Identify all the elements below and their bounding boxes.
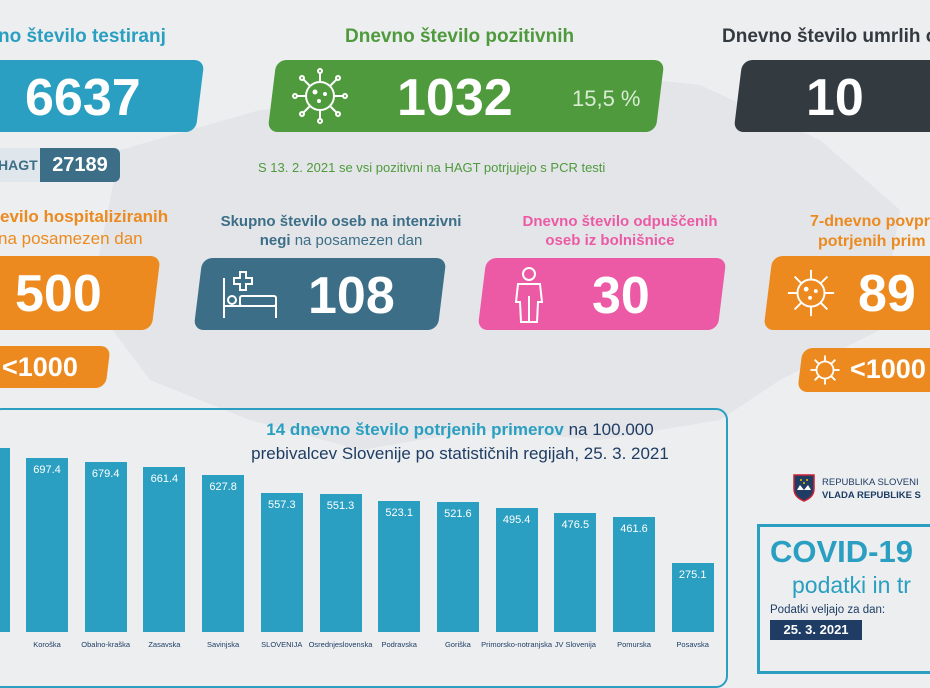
virus-icon xyxy=(808,353,842,387)
positive-card: 1032 15,5 % xyxy=(268,60,665,132)
avg-title-line1: 7-dnevno povpr xyxy=(810,212,930,232)
bar-value-label: 275.1 xyxy=(664,569,722,581)
avg-title: 7-dnevno povpr potrjenih prim xyxy=(810,212,930,252)
virus-icon xyxy=(292,68,348,124)
positive-title: Dnevno število pozitivnih xyxy=(345,26,574,48)
deaths-value: 10 xyxy=(806,72,864,124)
tests-title: no število testiranj xyxy=(0,26,166,48)
hagt-label-box: HAGT xyxy=(0,148,40,182)
hagt-value-box: 27189 xyxy=(40,148,120,182)
chart-title: 14 dnevno število potrjenih primerov na … xyxy=(200,418,720,466)
hagt-value: 27189 xyxy=(52,154,108,176)
tests-value: 6637 xyxy=(25,72,141,124)
discharged-title: Dnevno število odpuščenih oseb iz bolniš… xyxy=(490,212,750,250)
bar-value-label: 521.6 xyxy=(429,508,487,520)
hosp-threshold: <1000 xyxy=(0,346,111,388)
discharged-card: 30 xyxy=(478,258,727,330)
avg-threshold: <1000 xyxy=(797,348,930,392)
slovenia-coat-of-arms-icon xyxy=(793,474,815,502)
hosp-card: 500 xyxy=(0,256,161,330)
avg-card: 89 xyxy=(763,256,930,330)
patient-icon xyxy=(512,266,546,324)
hospital-bed-icon xyxy=(220,268,280,322)
icu-title: Skupno število oseb na intenzivni negi n… xyxy=(196,212,486,250)
discharged-title-line2: oseb iz bolnišnice xyxy=(470,231,750,250)
hosp-title-line1: evilo hospitaliziranih xyxy=(0,206,168,228)
avg-title-line2: potrjenih prim xyxy=(818,232,930,252)
valid-label: Podatki veljajo za dan: xyxy=(770,604,885,616)
bar-value-label: 476.5 xyxy=(546,519,604,531)
bar-partial-first xyxy=(0,448,10,632)
positive-value: 1032 xyxy=(397,72,513,124)
avg-threshold-value: <1000 xyxy=(850,356,926,383)
bar-value-label: 679.4 xyxy=(77,468,135,480)
chart-title-line2: prebivalcev Slovenije po statističnih re… xyxy=(200,442,720,466)
discharged-title-line1: Dnevno število odpuščenih xyxy=(490,212,750,231)
icu-card: 108 xyxy=(194,258,447,330)
covid-date: 25. 3. 2021 xyxy=(770,620,862,640)
deaths-card: 10 xyxy=(734,60,930,132)
hosp-value: 500 xyxy=(15,268,102,320)
covid-subtitle: podatki in tr xyxy=(792,572,911,599)
bar-6 xyxy=(320,494,362,632)
gov-logo-text: REPUBLIKA SLOVENI VLADA REPUBLIKE S xyxy=(822,476,921,502)
hagt-label: HAGT xyxy=(0,157,38,173)
bar-3 xyxy=(143,467,185,632)
bar-5 xyxy=(261,493,303,632)
discharged-value: 30 xyxy=(592,270,650,322)
icu-title-line1: Skupno število oseb na intenzivni xyxy=(196,212,486,231)
icu-value: 108 xyxy=(308,270,395,322)
avg-value: 89 xyxy=(858,268,916,320)
covid-date-box: 25. 3. 2021 xyxy=(770,620,862,640)
positive-pct: 15,5 % xyxy=(572,88,641,110)
icu-title-rest: na posamezen dan xyxy=(291,232,423,249)
pcr-note: S 13. 2. 2021 se vsi pozitivni na HAGT p… xyxy=(258,160,605,175)
chart-title-bold: 14 dnevno število potrjenih primerov xyxy=(266,420,564,439)
gov-line1: REPUBLIKA SLOVENI xyxy=(822,476,921,489)
icu-title-line2: negi na posamezen dan xyxy=(196,231,486,250)
bar-value-label: 627.8 xyxy=(194,481,252,493)
hosp-title: evilo hospitaliziranih na posamezen dan xyxy=(0,206,168,250)
hagt-badge: HAGT 27189 xyxy=(0,148,120,182)
bar-4 xyxy=(202,475,244,632)
chart-title-line1: 14 dnevno število potrjenih primerov na … xyxy=(200,418,720,442)
bar-value-label: 661.4 xyxy=(135,473,193,485)
chart-title-rest: na 100.000 xyxy=(564,420,654,439)
tests-card: 6637 xyxy=(0,60,204,132)
bar-value-label: 495.4 xyxy=(488,514,546,526)
hosp-threshold-value: <1000 xyxy=(2,354,78,381)
bar-category-label: Posavska xyxy=(648,640,738,649)
icu-title-negi: negi xyxy=(260,232,291,249)
bar-value-label: 697.4 xyxy=(18,464,76,476)
hosp-title-line2: na posamezen dan xyxy=(0,228,168,250)
bar-9 xyxy=(496,508,538,632)
bar-8 xyxy=(437,502,479,632)
bar-value-label: 461.6 xyxy=(605,523,663,535)
bar-2 xyxy=(85,462,127,632)
bar-value-label: 551.3 xyxy=(312,500,370,512)
deaths-title: Dnevno število umrlih os xyxy=(722,26,930,48)
bar-1 xyxy=(26,458,68,632)
gov-line2: VLADA REPUBLIKE S xyxy=(822,489,921,502)
bar-value-label: 557.3 xyxy=(253,499,311,511)
covid-title: COVID-19 xyxy=(770,534,913,570)
bar-7 xyxy=(378,501,420,632)
virus-icon xyxy=(784,266,838,320)
bar-value-label: 523.1 xyxy=(370,507,428,519)
